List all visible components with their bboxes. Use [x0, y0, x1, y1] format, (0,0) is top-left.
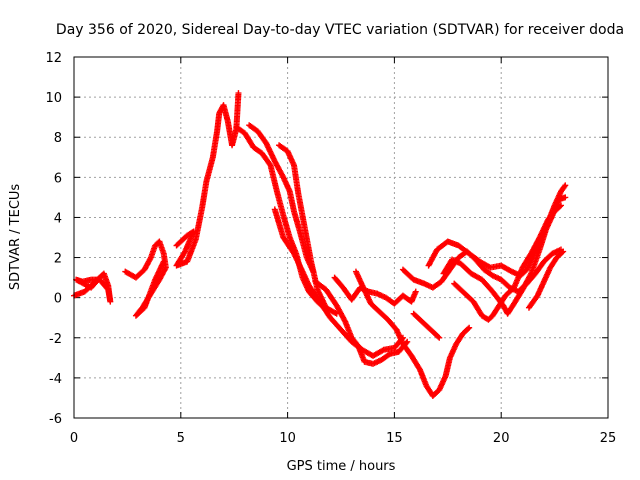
x-tick-label: 15 [386, 431, 403, 446]
data-point [435, 333, 442, 340]
data-point [562, 182, 569, 189]
y-tick-label: 4 [54, 211, 62, 226]
y-tick-label: 0 [54, 292, 62, 307]
data-point [559, 249, 566, 256]
y-tick-label: 10 [45, 91, 62, 106]
x-tick-label: 10 [279, 431, 296, 446]
data-point [266, 161, 273, 168]
y-tick-label: 2 [54, 252, 62, 267]
data-point [558, 202, 565, 209]
series-track-11 [410, 310, 443, 341]
y-tick-label: -4 [49, 372, 62, 387]
x-tick-label: 5 [177, 431, 185, 446]
data-point [97, 273, 104, 280]
data-point [562, 194, 569, 201]
data-point [436, 334, 443, 341]
series-track-15 [451, 202, 565, 323]
plot-frame [73, 56, 609, 419]
y-axis-label: SDTVAR / TECUs [8, 184, 23, 291]
y-tick-label: 6 [54, 171, 62, 186]
series-track-13 [425, 182, 569, 279]
series-track-10 [352, 268, 473, 399]
chart-title: Day 356 of 2020, Sidereal Day-to-day VTE… [56, 22, 624, 38]
data-point [560, 248, 567, 255]
y-tick-label: -2 [49, 332, 62, 347]
data-point [561, 183, 568, 190]
x-tick-label: 0 [70, 431, 78, 446]
x-axis-label: GPS time / hours [287, 459, 396, 474]
data-point [235, 90, 242, 97]
data-point [412, 288, 419, 295]
series-track-16 [525, 248, 567, 311]
series-track-1 [71, 270, 114, 305]
series-track-2 [122, 238, 169, 319]
data-point [466, 324, 473, 331]
data-point [160, 258, 167, 265]
data-point [556, 203, 563, 210]
y-tick-label: 12 [45, 51, 62, 66]
series-track-3 [173, 90, 242, 269]
y-tick-label: -6 [49, 412, 62, 427]
data-point [98, 272, 105, 279]
x-tick-label: 25 [600, 431, 617, 446]
x-tick-label: 20 [493, 431, 510, 446]
points-layer [71, 90, 569, 399]
series-track-8 [312, 278, 411, 367]
data-point [465, 325, 472, 332]
y-tick-label: 8 [54, 131, 62, 146]
